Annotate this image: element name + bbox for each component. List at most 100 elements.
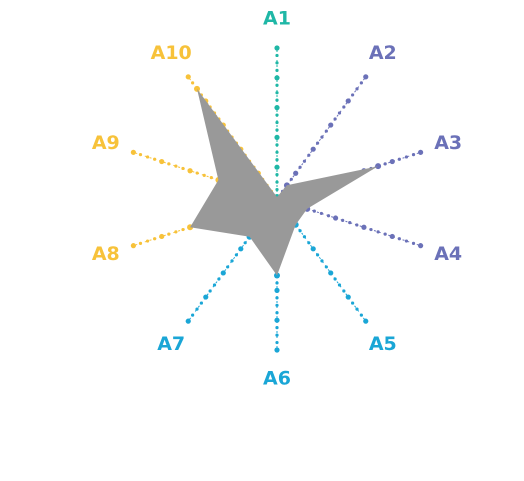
axis-label-a5: A5 [369, 333, 397, 355]
axis-label-a7: A7 [157, 333, 185, 355]
spoke-tick-dot [298, 229, 302, 233]
axis-label-a9: A9 [92, 132, 120, 154]
axis-label-a6: A6 [263, 368, 291, 390]
spoke-tick-dot [332, 215, 339, 221]
spoke-tick-dot [212, 283, 217, 287]
spoke-tick-dot [275, 340, 279, 345]
spoke-tick-dot [337, 111, 342, 115]
spoke-tick-dot [345, 294, 351, 300]
spoke-tick-dot [348, 221, 352, 225]
spoke-tick-dot [275, 303, 279, 307]
spoke-tick-dot [411, 241, 416, 245]
spoke-tick-dot [275, 296, 279, 300]
spoke-tick-dot [275, 173, 279, 177]
spoke-tick-dot [191, 81, 195, 85]
spoke-tick-dot [275, 120, 279, 125]
spoke-tick-dot [209, 176, 213, 180]
spoke-tick-dot [293, 170, 299, 176]
spoke-tick-dot [289, 177, 293, 181]
spoke-tick-dot [376, 230, 380, 234]
spoke-tick-dot [389, 233, 395, 240]
spoke-tick-dot [359, 81, 363, 85]
spoke-a1 [274, 45, 280, 197]
spoke-tick-dot [312, 209, 316, 213]
spoke-tick-dot [174, 230, 178, 234]
spoke-tick-dot [138, 241, 143, 245]
spoke-tick-dot [397, 237, 401, 241]
spoke-tick-dot [275, 180, 279, 184]
spoke-tick-dot [275, 91, 279, 95]
spoke-tick-dot [310, 146, 316, 152]
spoke-tick-dot [328, 122, 334, 128]
spoke-tick-dot [274, 287, 280, 293]
spoke-tick-dot [404, 239, 409, 243]
axis-label-a10: A10 [151, 42, 192, 64]
spoke-tick-dot [342, 105, 346, 109]
spoke-tick-dot [275, 113, 279, 117]
spoke-tick-dot [274, 317, 280, 323]
spoke-tick-dot [389, 158, 395, 165]
spoke-tick-dot [275, 53, 279, 58]
spoke-tick-dot [274, 134, 280, 140]
spoke-tick-dot [181, 166, 185, 171]
spoke-tick-dot [383, 232, 387, 236]
spoke-tick-dot [191, 313, 195, 317]
spoke-tick-dot [208, 289, 212, 293]
spoke-tick-dot [185, 318, 191, 324]
spoke-tick-dot [333, 117, 337, 121]
spoke-tick-dot [145, 155, 150, 159]
spoke-tick-dot [274, 45, 280, 51]
spoke-tick-dot [302, 159, 307, 163]
spoke-tick-dot [333, 277, 337, 281]
spoke-tick-dot [226, 265, 230, 269]
spoke-tick-dot [243, 241, 247, 245]
axis-label-a3: A3 [434, 132, 462, 154]
spoke-tick-dot [275, 61, 279, 65]
axis-label-a2: A2 [369, 42, 397, 64]
spoke-tick-dot [274, 164, 280, 170]
spoke-tick-dot [320, 135, 324, 139]
spoke-tick-dot [369, 227, 373, 232]
spoke-tick-dot [174, 164, 178, 168]
spoke-tick-dot [153, 157, 157, 161]
spoke-tick-dot [302, 235, 307, 239]
spoke-tick-dot [315, 253, 320, 257]
spoke-tick-dot [202, 173, 206, 177]
spoke-tick-dot [363, 74, 369, 80]
spoke-tick-dot [220, 270, 226, 276]
spoke-tick-dot [411, 153, 416, 157]
spoke-tick-dot [238, 246, 244, 252]
spoke-tick-dot [230, 259, 234, 263]
spoke-a2 [277, 74, 369, 198]
spoke-tick-dot [274, 75, 280, 81]
value-point-a3 [375, 163, 382, 170]
spoke-tick-dot [351, 301, 355, 305]
spoke-tick-dot [159, 158, 165, 165]
spoke-tick-dot [275, 150, 279, 154]
spoke-tick-dot [355, 87, 359, 91]
spoke-tick-dot [319, 211, 324, 216]
spoke-tick-dot [217, 277, 221, 281]
spoke-tick-dot [130, 149, 136, 155]
spoke-tick-dot [159, 233, 165, 240]
spoke-tick-dot [167, 162, 171, 166]
spoke-tick-dot [275, 311, 279, 315]
value-point-a10 [194, 85, 201, 92]
spoke-tick-dot [275, 128, 279, 132]
spoke-tick-dot [418, 149, 424, 155]
spoke-tick-dot [404, 155, 409, 159]
spoke-tick-dot [298, 165, 302, 169]
spoke-tick-dot [275, 333, 279, 337]
spoke-tick-dot [383, 162, 387, 166]
spoke-tick-dot [328, 270, 334, 276]
spoke-tick-dot [145, 239, 150, 243]
spoke-tick-dot [130, 243, 136, 249]
spoke-tick-dot [195, 171, 199, 175]
spoke-tick-dot [351, 93, 355, 97]
spoke-tick-dot [341, 218, 345, 222]
spoke-tick-dot [275, 326, 279, 330]
spoke-tick-dot [199, 301, 203, 305]
data-area [190, 88, 379, 276]
spoke-tick-dot [324, 129, 328, 133]
spoke-tick-dot [275, 187, 279, 192]
